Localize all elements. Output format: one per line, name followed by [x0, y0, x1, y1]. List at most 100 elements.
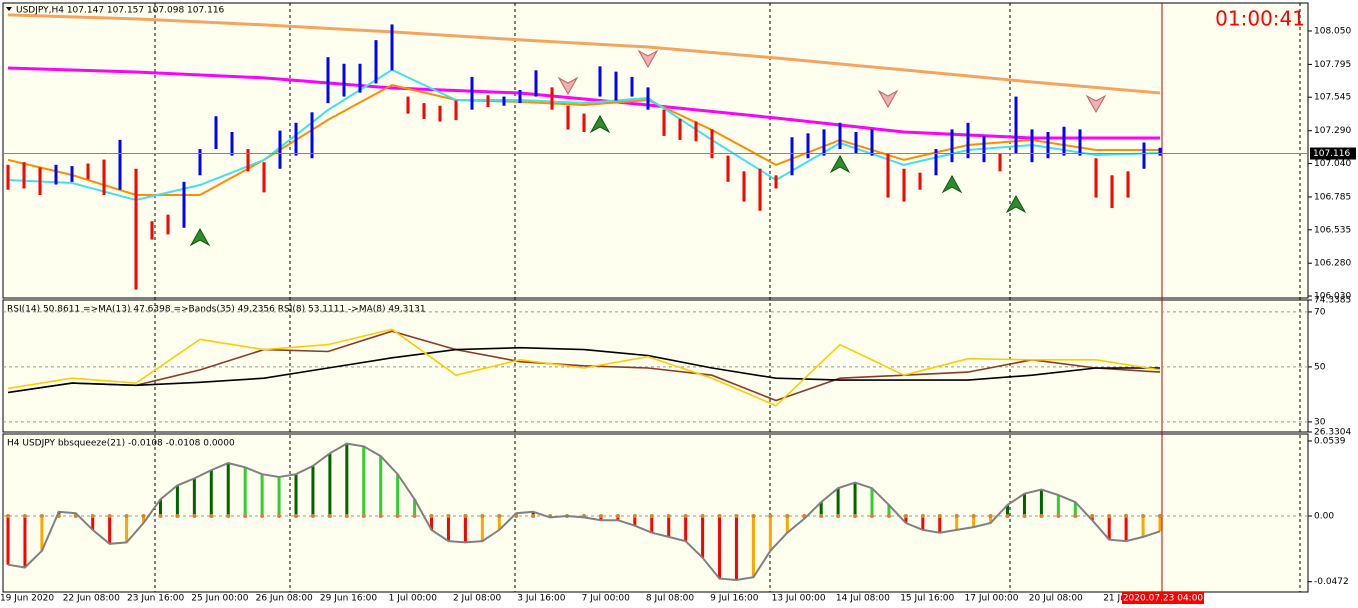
rsi-title: RSI(14) 50.8611 =>MA(13) 47.6398 =>Bands…	[7, 305, 426, 315]
squeeze-dot	[260, 513, 265, 518]
y-tick-label: 106.785	[1314, 192, 1351, 202]
squeeze-dot	[615, 513, 620, 518]
x-tick-label: 2 Jul 08:00	[453, 594, 502, 604]
squeeze-dot	[1090, 513, 1095, 518]
y-tick-label: 107.040	[1314, 159, 1351, 169]
indicator-line	[7, 13, 1161, 95]
squeeze-dot	[971, 513, 976, 518]
squeeze-dot	[294, 513, 298, 518]
squeeze-dot	[700, 513, 705, 518]
squeeze-dot	[124, 513, 129, 518]
x-tick-label: 25 Jun 00:00	[191, 594, 248, 604]
squeeze-dot	[277, 513, 282, 518]
squeeze-dot	[531, 513, 536, 518]
x-tick-label: 23 Jun 16:00	[127, 594, 184, 604]
squeeze-dot	[158, 513, 163, 518]
x-tick-label: 3 Jul 16:00	[517, 594, 566, 604]
indicator-line	[7, 442, 1161, 582]
squeeze-dot	[937, 513, 942, 518]
buy-arrow	[829, 154, 851, 174]
y-tick-label: 106.280	[1314, 259, 1351, 269]
x-tick-label: 20 Jul 08:00	[1029, 594, 1083, 604]
buy-arrow	[189, 228, 211, 247]
squeeze-dot	[1056, 513, 1061, 518]
squeeze-dot	[327, 513, 332, 518]
squeeze-dot	[1022, 513, 1027, 518]
x-tick-label: 9 Jul 16:00	[710, 594, 759, 604]
squeeze-dot	[853, 513, 858, 518]
y-tick-label: 0.0539	[1314, 436, 1346, 446]
squeeze-dot	[22, 513, 27, 518]
sell-arrow	[557, 76, 579, 96]
squeeze-dot	[1124, 513, 1129, 518]
squeeze-dot	[886, 513, 891, 518]
buy-arrow	[1005, 194, 1027, 214]
squeeze-dot	[903, 513, 908, 518]
squeeze-dot	[1158, 513, 1162, 518]
squeeze-dot	[429, 513, 434, 518]
squeeze-dot	[988, 513, 993, 518]
rsi-panel	[2, 299, 1309, 433]
squeeze-dot	[1107, 513, 1112, 518]
squeeze-dot	[446, 513, 451, 518]
x-tick-label: 26 Jun 08:00	[256, 594, 313, 604]
y-tick-label: 108.050	[1314, 26, 1351, 36]
squeeze-dot	[768, 513, 773, 518]
squeeze-dot	[361, 513, 366, 518]
buy-arrow	[941, 174, 963, 194]
squeeze-dot	[90, 513, 95, 518]
indicator-line	[7, 328, 1161, 407]
squeeze-dot	[954, 513, 959, 518]
indicator-line	[7, 330, 1161, 402]
indicator-line	[7, 346, 1160, 394]
squeeze-dot	[632, 513, 637, 518]
squeeze-dot	[598, 513, 603, 518]
x-tick-label: 1 Jul 00:00	[389, 594, 438, 604]
x-tick-label: 13 Jul 00:00	[772, 594, 826, 604]
squeeze-dot	[480, 513, 485, 518]
squeeze-dot	[751, 513, 756, 518]
squeeze-dot	[836, 513, 841, 518]
squeeze-dot	[683, 513, 688, 518]
squeeze-dot	[412, 513, 417, 518]
x-tick-label: 7 Jul 00:00	[582, 594, 631, 604]
x-tick-label: 8 Jul 08:00	[646, 594, 695, 604]
price-box	[1310, 147, 1356, 160]
squeeze-dot	[463, 513, 468, 518]
squeeze-dot	[107, 513, 112, 518]
squeeze-dot	[344, 513, 349, 518]
squeeze-panel	[2, 433, 1309, 593]
squeeze-dot	[1039, 513, 1044, 518]
y-tick-label: 107.290	[1314, 126, 1351, 136]
squeeze-title: H4 USDJPY bbsqueeze(21) -0.0108 -0.0108 …	[7, 439, 235, 449]
squeeze-dot	[175, 513, 180, 518]
squeeze-dot	[192, 513, 197, 518]
squeeze-dot	[497, 513, 502, 518]
x-tick-label: 21 Jul 1	[1103, 594, 1137, 604]
squeeze-dot	[649, 513, 654, 518]
price-label: 107.116	[1313, 149, 1350, 159]
y-tick-label: 70	[1314, 307, 1326, 317]
current-time-box	[1122, 592, 1204, 604]
y-tick-label: 30	[1314, 417, 1326, 427]
sell-arrow	[637, 49, 659, 69]
y-tick-label: 26.3304	[1314, 428, 1351, 438]
y-tick-label: -0.0472	[1314, 577, 1349, 587]
squeeze-dot	[226, 513, 231, 518]
menu-arrow[interactable]	[6, 7, 12, 11]
squeeze-dot	[378, 513, 383, 518]
y-tick-label: 50	[1314, 362, 1326, 372]
squeeze-dot	[819, 513, 824, 518]
sell-arrow	[877, 89, 899, 109]
squeeze-dot	[6, 513, 10, 518]
squeeze-dot	[310, 513, 315, 518]
buy-arrow	[589, 114, 611, 134]
timer: 01:00:41	[1215, 7, 1305, 31]
squeeze-dot	[870, 513, 874, 518]
y-tick-label: 106.535	[1314, 225, 1351, 235]
y-tick-label: 107.545	[1314, 93, 1351, 103]
squeeze-dot	[1073, 513, 1078, 518]
squeeze-dot	[209, 513, 214, 518]
x-tick-label: 14 Jul 08:00	[836, 594, 890, 604]
